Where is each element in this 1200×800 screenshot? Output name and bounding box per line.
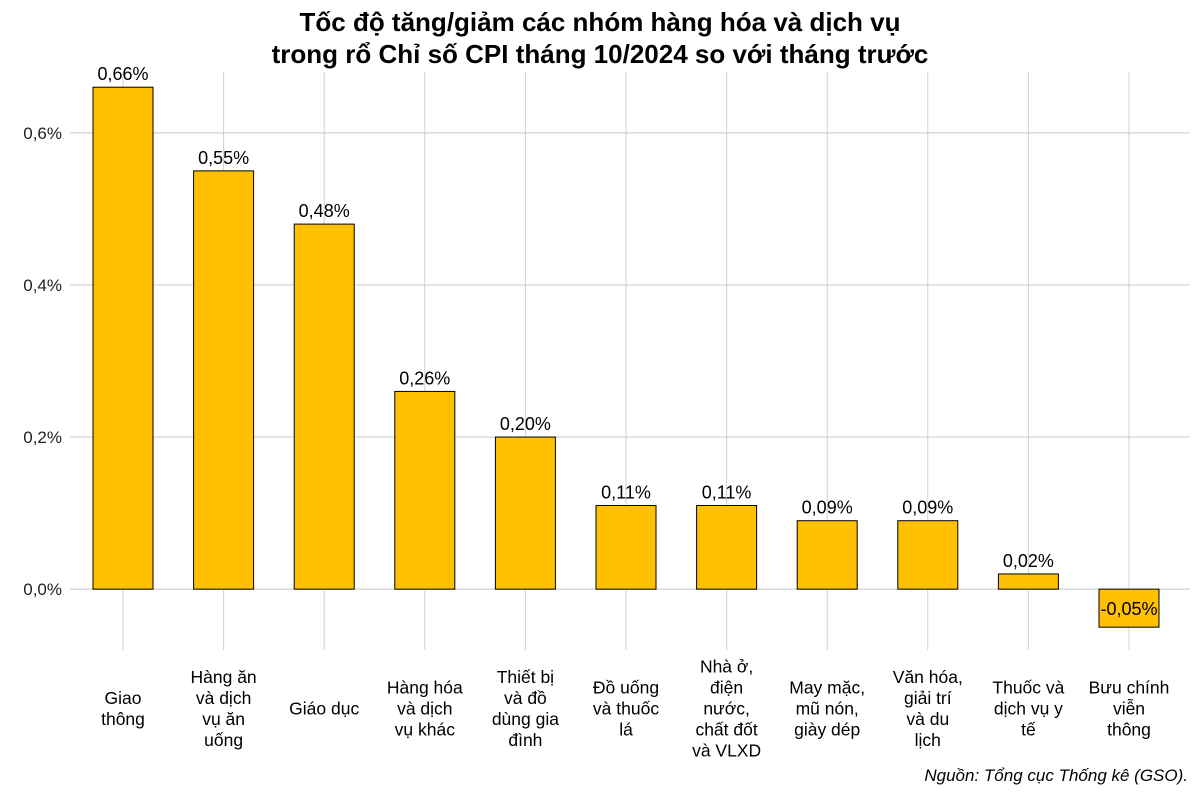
- category-label-line: Giáo dục: [289, 698, 360, 719]
- category-label-line: thông: [1107, 719, 1151, 740]
- bar: [997, 573, 1059, 590]
- data-label: 0,11%: [702, 483, 752, 503]
- bar: [193, 170, 255, 590]
- category-label-line: Hàng ăn: [190, 667, 257, 687]
- category-label-line: và dịch: [195, 688, 252, 708]
- chart-title: Tốc độ tăng/giảm các nhóm hàng hóa và dị…: [0, 6, 1200, 70]
- category-label: Giáo dục: [276, 699, 372, 720]
- bar: [1098, 588, 1160, 628]
- category-label: Đồ uống và thuốc lá: [578, 678, 674, 741]
- y-tick-label: 0,6%: [23, 124, 62, 143]
- data-label: 0,09%: [902, 498, 953, 518]
- category-label-line: vụ khác: [394, 719, 455, 740]
- chart-title-line-1: Tốc độ tăng/giảm các nhóm hàng hóa và dị…: [299, 7, 901, 37]
- source-note: Nguồn: Tổng cục Thống kê (GSO).: [924, 766, 1188, 785]
- data-label: 0,11%: [601, 483, 651, 503]
- data-label: 0,26%: [399, 368, 450, 388]
- data-label: 0,02%: [1003, 551, 1054, 571]
- category-label-line: vụ ăn: [202, 709, 245, 729]
- bar: [92, 86, 154, 590]
- category-label: Văn hóa, giải trí và du lịch: [880, 667, 976, 751]
- category-label: Bưu chính viễn thông: [1081, 678, 1177, 741]
- category-label-line: và dịch: [397, 698, 453, 719]
- category-label-line: viễn: [1112, 698, 1146, 719]
- bar: [394, 390, 456, 590]
- category-label-line: và đồ: [503, 688, 547, 708]
- category-label: Hàng hóa và dịch vụ khác: [377, 678, 473, 741]
- y-tick-label: 0,2%: [23, 428, 62, 447]
- category-label-line: lá: [619, 719, 633, 740]
- category-label-line: điện: [710, 677, 744, 698]
- category-label-line: uống: [204, 730, 244, 750]
- y-tick-label: 0,4%: [23, 276, 62, 295]
- bar: [897, 520, 959, 590]
- category-label-line: và thuốc: [592, 698, 660, 719]
- category-label-line: lịch: [914, 730, 941, 750]
- category-label: Hàng ăn và dịch vụ ăn uống: [176, 667, 272, 751]
- category-label-line: Nhà ở,: [699, 656, 754, 677]
- category-label-line: thông: [101, 709, 145, 729]
- data-label: 0,20%: [500, 414, 551, 434]
- category-label-line: và VLXD: [692, 740, 762, 761]
- category-label-line: May mặc,: [789, 677, 866, 698]
- category-label-line: Thiết bị: [496, 667, 555, 687]
- category-label-line: dùng gia: [491, 709, 559, 729]
- category-label-line: Đồ uống: [592, 677, 660, 698]
- category-label-line: Hàng hóa: [386, 677, 463, 698]
- category-label: Thuốc và dịch vụ y tế: [980, 678, 1076, 741]
- category-label-line: tế: [1021, 719, 1036, 740]
- category-label-line: Giao: [104, 688, 142, 708]
- data-label: -0,05%: [1100, 599, 1157, 619]
- bar: [293, 223, 355, 590]
- chart-title-line-2: trong rổ Chỉ số CPI tháng 10/2024 so với…: [271, 39, 929, 69]
- category-label-line: Bưu chính: [1088, 677, 1170, 698]
- bar: [796, 520, 858, 590]
- data-label: 0,48%: [299, 201, 350, 221]
- category-label-line: Văn hóa,: [892, 667, 963, 687]
- data-label: 0,66%: [97, 64, 148, 84]
- category-label-line: mũ nón,: [795, 698, 859, 719]
- bar: [696, 505, 758, 590]
- bar: [494, 436, 556, 590]
- category-label-line: giải trí: [903, 688, 952, 708]
- category-label-line: giày dép: [794, 719, 861, 740]
- category-label-line: nước,: [703, 698, 750, 719]
- category-label: Thiết bị và đồ dùng gia đình: [477, 667, 573, 751]
- data-label: 0,55%: [198, 148, 249, 168]
- category-label: Nhà ở, điện nước, chất đốt và VLXD: [679, 657, 775, 762]
- category-label-line: chất đốt: [695, 719, 758, 740]
- category-label: May mặc, mũ nón, giày dép: [779, 678, 875, 741]
- category-label: Giao thông: [75, 688, 171, 730]
- category-label-line: Thuốc và: [992, 677, 1065, 698]
- y-tick-label: 0,0%: [23, 580, 62, 599]
- category-label-line: và du: [906, 709, 950, 729]
- category-label-line: dịch vụ y: [993, 698, 1063, 719]
- category-label-line: đình: [508, 730, 543, 750]
- data-label: 0,09%: [802, 498, 853, 518]
- bar: [595, 505, 657, 590]
